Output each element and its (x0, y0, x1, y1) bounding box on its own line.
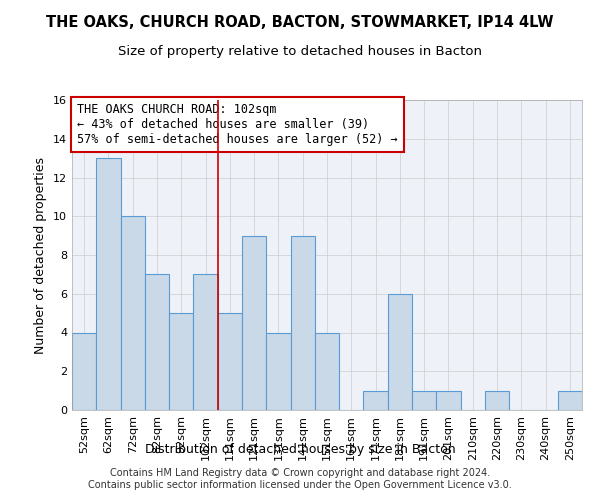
Text: Size of property relative to detached houses in Bacton: Size of property relative to detached ho… (118, 45, 482, 58)
Bar (364, 390, 388, 410)
Bar (193, 274, 218, 410)
Bar (72, 332, 96, 410)
Text: THE OAKS CHURCH ROAD: 102sqm
← 43% of detached houses are smaller (39)
57% of se: THE OAKS CHURCH ROAD: 102sqm ← 43% of de… (77, 103, 398, 146)
Bar (242, 236, 266, 410)
Bar (266, 332, 290, 410)
Bar (388, 294, 412, 410)
Bar (145, 274, 169, 410)
Bar (315, 332, 339, 410)
Text: Distribution of detached houses by size in Bacton: Distribution of detached houses by size … (145, 442, 455, 456)
Bar (436, 390, 461, 410)
Bar (558, 390, 582, 410)
Bar (485, 390, 509, 410)
Bar (169, 313, 193, 410)
Text: Contains HM Land Registry data © Crown copyright and database right 2024.
Contai: Contains HM Land Registry data © Crown c… (88, 468, 512, 490)
Bar (121, 216, 145, 410)
Text: THE OAKS, CHURCH ROAD, BACTON, STOWMARKET, IP14 4LW: THE OAKS, CHURCH ROAD, BACTON, STOWMARKE… (46, 15, 554, 30)
Bar (96, 158, 121, 410)
Y-axis label: Number of detached properties: Number of detached properties (34, 156, 47, 354)
Bar (290, 236, 315, 410)
Bar (412, 390, 436, 410)
Bar (218, 313, 242, 410)
